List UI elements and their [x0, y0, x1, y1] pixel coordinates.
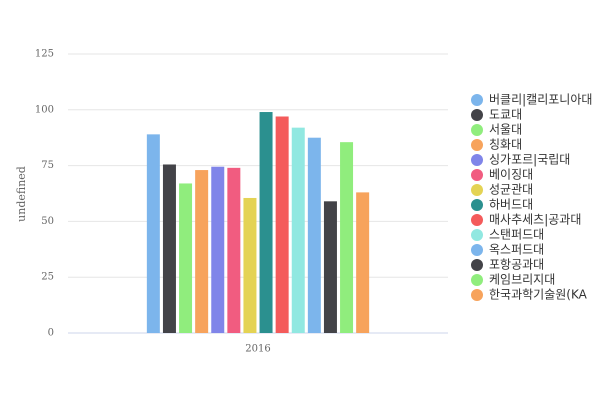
- y-tick-label: 50: [41, 216, 54, 227]
- bar: [307, 137, 321, 333]
- legend-label: 싱가포르|국립대: [489, 153, 570, 167]
- legend-label: 옥스퍼드대: [489, 243, 544, 257]
- y-tick-label: 100: [35, 104, 54, 115]
- legend-marker: [471, 244, 483, 256]
- legend-label: 케임브리지대: [489, 273, 555, 287]
- legend-label: 성균관대: [489, 183, 533, 197]
- bar: [356, 192, 370, 333]
- legend-label: 포항공과대: [489, 258, 544, 272]
- legend-marker: [471, 124, 483, 136]
- legend-marker: [471, 109, 483, 121]
- legend-label: 매사추세츠|공과대: [489, 213, 581, 227]
- legend-label: 한국과학기술원(KA: [489, 288, 588, 302]
- legend-label: 스탠퍼드대: [489, 228, 544, 242]
- bar: [179, 183, 193, 333]
- legend-label: 칭화대: [489, 138, 522, 152]
- legend-marker: [471, 199, 483, 211]
- legend-marker: [471, 154, 483, 166]
- bar: [275, 116, 289, 333]
- legend-label: 베이징대: [489, 168, 533, 182]
- legend-label: 도쿄대: [489, 108, 522, 122]
- bar: [162, 164, 176, 333]
- bar: [243, 197, 257, 333]
- legend-marker: [471, 259, 483, 271]
- bar: [195, 170, 209, 333]
- legend-label: 버클리|캘리포니아대: [489, 93, 592, 107]
- legend-marker: [471, 94, 483, 106]
- legend-marker: [471, 289, 483, 301]
- legend-marker: [471, 229, 483, 241]
- legend-marker: [471, 139, 483, 151]
- bar: [340, 142, 354, 333]
- y-tick-label: 25: [41, 272, 54, 283]
- legend-marker: [471, 184, 483, 196]
- bar: [291, 127, 305, 333]
- bar: [211, 166, 225, 333]
- legend-marker: [471, 169, 483, 181]
- legend-label: 서울대: [489, 123, 522, 137]
- bar: [146, 134, 160, 333]
- legend-label: 하버드대: [489, 198, 533, 212]
- y-tick-label: 125: [35, 49, 54, 60]
- bar: [227, 167, 241, 333]
- bar: [323, 201, 337, 333]
- legend-marker: [471, 274, 483, 286]
- x-tick-label: 2016: [245, 344, 270, 355]
- legend-marker: [471, 214, 483, 226]
- y-axis-label: undefined: [15, 166, 28, 222]
- y-tick-label: 75: [41, 160, 54, 171]
- bar: [259, 112, 273, 333]
- y-tick-label: 0: [48, 328, 54, 339]
